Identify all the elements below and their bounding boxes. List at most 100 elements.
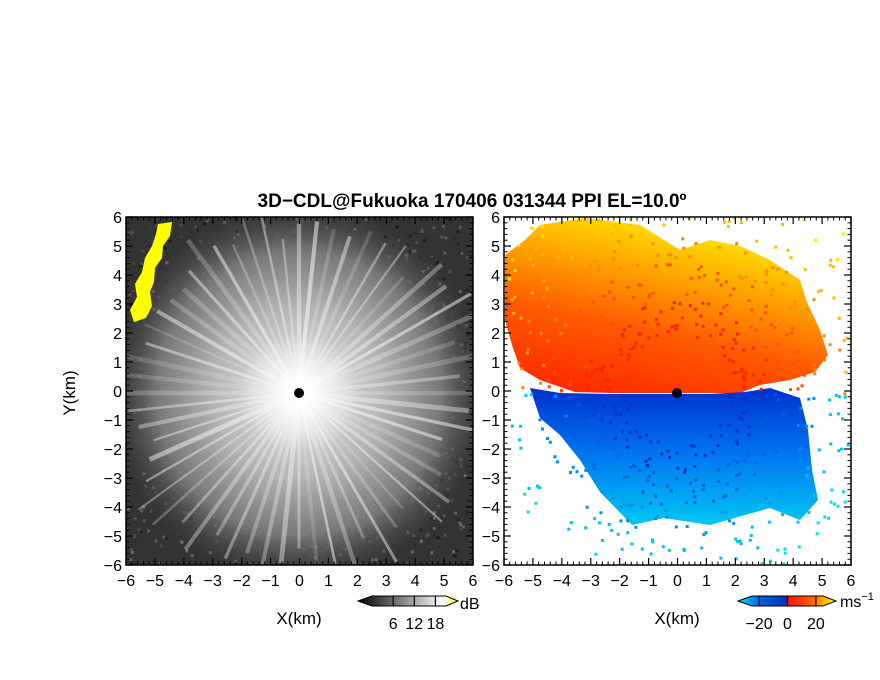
- velocity-pixel: [599, 479, 603, 483]
- noise-pixel: [465, 256, 469, 260]
- velocity-pixel: [689, 276, 693, 280]
- velocity-pixel: [593, 259, 597, 263]
- velocity-pixel: [816, 290, 820, 294]
- velocity-pixel: [611, 490, 615, 494]
- velocity-pixel: [633, 465, 637, 469]
- colorbar-unit-exponent: −1: [861, 591, 874, 603]
- velocity-pixel: [593, 288, 597, 292]
- velocity-pixel: [586, 386, 590, 390]
- velocity-pixel: [620, 547, 624, 551]
- velocity-pixel: [868, 275, 871, 278]
- velocity-pixel: [735, 439, 739, 443]
- velocity-pixel: [769, 293, 773, 297]
- velocity-pixel: [704, 531, 708, 535]
- velocity-pixel: [769, 559, 773, 563]
- velocity-pixel: [856, 431, 859, 434]
- velocity-pixel: [652, 186, 655, 189]
- y-tick-label: −4: [104, 500, 122, 517]
- velocity-pixel: [762, 373, 766, 377]
- velocity-pixel: [817, 448, 821, 452]
- velocity-pixel: [608, 420, 612, 424]
- velocity-pixel: [614, 413, 618, 417]
- velocity-pixel: [736, 539, 740, 543]
- velocity-pixel: [641, 307, 645, 311]
- velocity-pixel: [596, 268, 600, 272]
- velocity-pixel: [875, 334, 878, 337]
- noise-pixel: [140, 509, 144, 513]
- velocity-pixel: [621, 563, 625, 565]
- velocity-pixel: [670, 325, 674, 329]
- noise-pixel: [395, 225, 399, 229]
- velocity-pixel: [774, 450, 778, 454]
- noise-pixel: [459, 527, 463, 531]
- velocity-pixel: [694, 453, 698, 457]
- velocity-pixel: [822, 470, 826, 474]
- velocity-pixel: [764, 269, 768, 273]
- velocity-pixel: [681, 237, 685, 241]
- velocity-pixel: [776, 364, 780, 368]
- velocity-pixel: [593, 243, 597, 247]
- velocity-pixel: [660, 186, 663, 189]
- velocity-pixel: [593, 418, 597, 422]
- velocity-pixel: [675, 477, 679, 481]
- velocity-pixel: [587, 375, 591, 379]
- velocity-pixel: [682, 548, 686, 552]
- velocity-pixel: [769, 323, 773, 327]
- noise-pixel: [132, 261, 136, 265]
- velocity-pixel: [605, 377, 609, 381]
- velocity-pixel: [830, 488, 834, 492]
- velocity-pixel: [747, 433, 751, 437]
- velocity-pixel: [527, 486, 531, 490]
- x-tick-label: 0: [295, 573, 304, 590]
- velocity-pixel: [722, 305, 726, 309]
- noise-pixel: [466, 247, 470, 251]
- velocity-pixel: [836, 504, 840, 508]
- noise-pixel: [420, 229, 424, 233]
- velocity-pixel: [627, 353, 631, 357]
- noise-pixel: [196, 228, 200, 232]
- velocity-pixel: [578, 308, 582, 312]
- noise-pixel: [130, 550, 134, 554]
- velocity-pixel: [552, 356, 556, 360]
- noise-pixel: [154, 539, 158, 543]
- velocity-pixel: [678, 302, 682, 306]
- velocity-pixel: [719, 434, 723, 438]
- velocity-pixel: [477, 349, 480, 352]
- velocity-pixel: [837, 395, 841, 399]
- velocity-pixel: [703, 274, 707, 278]
- velocity-pixel: [640, 547, 644, 551]
- noise-pixel: [133, 539, 137, 543]
- velocity-pixel: [688, 255, 692, 259]
- velocity-pixel: [656, 514, 660, 518]
- velocity-pixel: [648, 457, 652, 461]
- velocity-pixel: [836, 258, 840, 262]
- noise-pixel: [140, 262, 144, 266]
- velocity-pixel: [577, 403, 581, 407]
- velocity-pixel: [510, 258, 514, 262]
- velocity-pixel: [760, 562, 764, 565]
- velocity-pixel: [753, 279, 757, 283]
- velocity-pixel: [779, 428, 783, 432]
- velocity-pixel: [813, 368, 817, 372]
- velocity-pixel: [530, 393, 534, 397]
- velocity-pixel: [589, 419, 593, 423]
- velocity-pixel: [530, 291, 534, 295]
- velocity-pixel: [672, 301, 676, 305]
- velocity-pixel: [610, 528, 614, 532]
- velocity-pixel: [782, 412, 786, 416]
- velocity-pixel: [605, 434, 609, 438]
- velocity-pixel: [693, 465, 697, 469]
- velocity-pixel: [647, 295, 651, 299]
- velocity-pixel: [741, 348, 745, 352]
- velocity-pixel: [518, 438, 522, 442]
- noise-pixel: [430, 551, 434, 555]
- velocity-pixel: [590, 371, 594, 375]
- velocity-pixel: [593, 517, 597, 521]
- velocity-pixel: [541, 295, 545, 299]
- velocity-pixel: [750, 308, 754, 312]
- velocity-pixel: [793, 304, 797, 308]
- velocity-pixel: [749, 534, 753, 538]
- velocity-pixel: [611, 497, 615, 501]
- velocity-pixel: [740, 417, 744, 421]
- noise-pixel: [149, 225, 153, 229]
